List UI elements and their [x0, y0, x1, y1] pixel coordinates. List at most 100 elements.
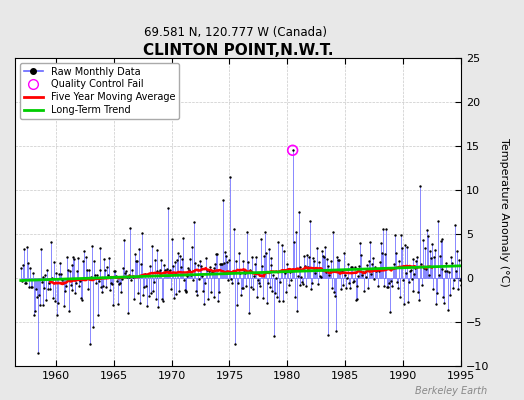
Point [199, 288, 207, 294]
Point [361, 269, 369, 275]
Point [127, 276, 136, 283]
Point [304, 264, 312, 270]
Point [375, 268, 383, 274]
Point [281, 270, 289, 276]
Point [219, 196, 227, 203]
Point [276, 278, 285, 285]
Point [221, 249, 230, 256]
Point [387, 278, 396, 284]
Point [114, 300, 122, 307]
Point [388, 282, 397, 289]
Point [61, 288, 69, 294]
Point [443, 268, 452, 274]
Point [69, 254, 78, 260]
Point [313, 244, 321, 251]
Point [345, 285, 354, 291]
Point [258, 262, 266, 269]
Point [147, 242, 156, 249]
Point [255, 280, 263, 286]
Point [401, 241, 409, 248]
Point [319, 253, 327, 260]
Point [201, 280, 209, 286]
Point [121, 270, 129, 276]
Point [109, 302, 117, 308]
Point [308, 280, 316, 286]
Point [334, 257, 342, 263]
Point [423, 227, 431, 234]
Point [425, 248, 434, 255]
Point [365, 258, 373, 264]
Point [181, 289, 190, 295]
Point [136, 300, 144, 306]
Point [324, 263, 333, 269]
Point [148, 288, 157, 294]
Point [218, 261, 226, 268]
Point [96, 245, 105, 251]
Point [212, 250, 221, 257]
Point [149, 279, 158, 285]
Point [157, 257, 166, 264]
Point [358, 272, 366, 278]
Point [233, 302, 241, 308]
Point [182, 288, 191, 294]
Point [195, 276, 203, 282]
Point [56, 260, 64, 266]
Point [397, 232, 405, 239]
Point [367, 270, 375, 277]
Point [239, 285, 248, 291]
Point [62, 254, 71, 260]
Point [407, 276, 416, 283]
Point [436, 238, 445, 244]
Point [194, 262, 202, 268]
Point [345, 280, 353, 286]
Point [209, 294, 217, 300]
Point [356, 240, 365, 246]
Point [67, 282, 75, 288]
Point [411, 265, 420, 272]
Point [266, 262, 275, 268]
Point [106, 287, 114, 293]
Point [399, 277, 407, 283]
Point [200, 301, 208, 307]
Point [74, 255, 82, 262]
Point [366, 238, 374, 245]
Point [244, 258, 253, 265]
Point [325, 272, 334, 278]
Point [36, 246, 45, 253]
Point [383, 284, 391, 290]
Point [377, 250, 386, 256]
Point [28, 284, 36, 290]
Point [108, 281, 116, 287]
Point [256, 283, 264, 290]
Point [329, 228, 337, 235]
Point [32, 294, 41, 301]
Point [226, 174, 234, 180]
Point [335, 257, 343, 263]
Point [360, 288, 368, 294]
Point [196, 258, 204, 264]
Point [63, 267, 72, 274]
Point [380, 251, 389, 258]
Point [315, 273, 324, 280]
Point [57, 271, 65, 277]
Point [209, 270, 217, 276]
Point [75, 283, 83, 290]
Point [282, 289, 290, 296]
Point [321, 244, 329, 250]
Point [178, 235, 187, 242]
Point [280, 248, 288, 254]
Point [428, 240, 436, 247]
Point [78, 297, 86, 303]
Point [330, 288, 339, 295]
Point [47, 238, 56, 245]
Point [393, 279, 401, 285]
Point [198, 273, 206, 279]
Point [66, 268, 74, 274]
Point [331, 292, 340, 299]
Point [321, 269, 330, 275]
Point [449, 285, 457, 291]
Point [424, 233, 432, 240]
Point [314, 281, 322, 287]
Point [378, 226, 387, 233]
Point [189, 277, 198, 283]
